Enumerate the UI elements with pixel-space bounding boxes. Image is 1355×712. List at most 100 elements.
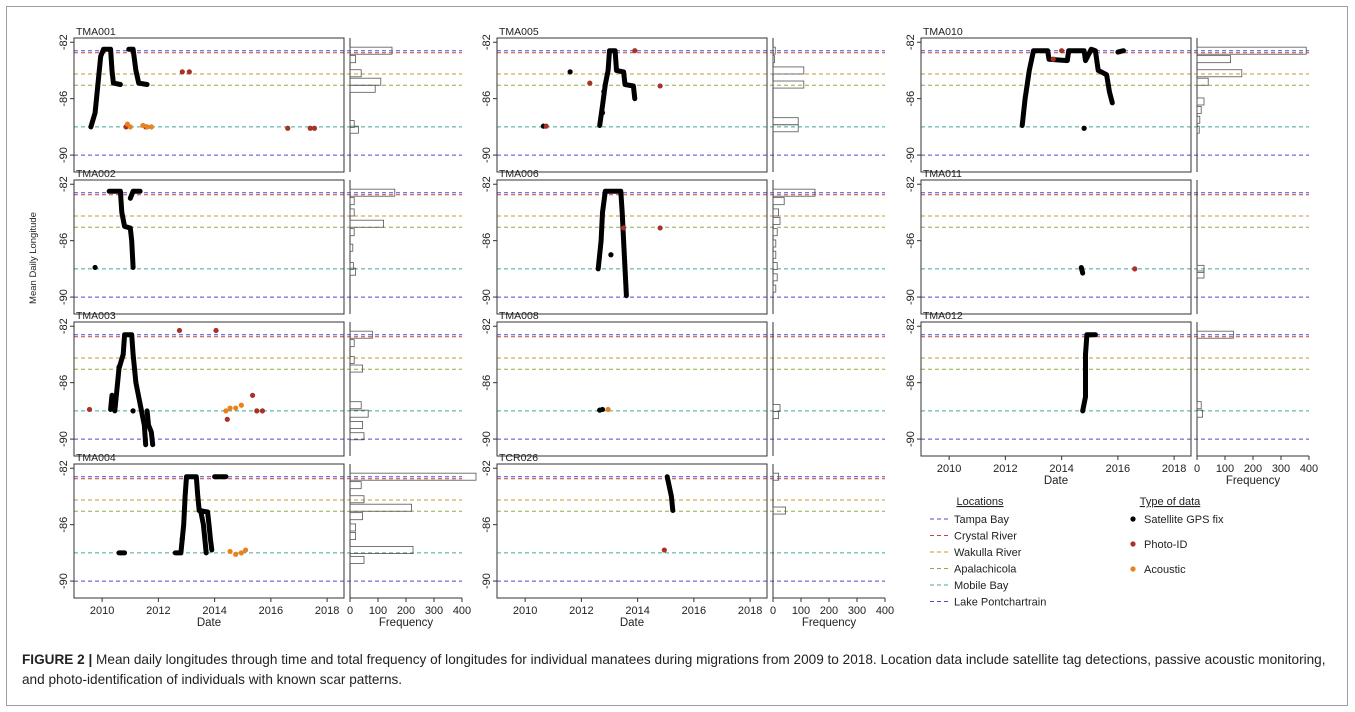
hist-bar bbox=[349, 125, 359, 134]
gps-point bbox=[1081, 125, 1087, 131]
plot-frame bbox=[496, 463, 768, 599]
hist-bar bbox=[772, 197, 785, 206]
panel-tma003: TMA003 -82 -86 -90 bbox=[58, 310, 462, 457]
gps-track bbox=[144, 408, 156, 448]
panel-title: TMA005 bbox=[499, 26, 539, 38]
hist-bar bbox=[1196, 409, 1203, 418]
hist-tick-label: 300 bbox=[1272, 463, 1290, 475]
hist-bar bbox=[1196, 401, 1202, 410]
hist-bar bbox=[1196, 115, 1201, 124]
gps-track bbox=[106, 188, 136, 270]
hist-bar bbox=[349, 432, 365, 441]
hist-tick-label: 0 bbox=[1194, 463, 1200, 475]
figure-plot: TMA001 -82 -86 -90 TMA005 -82 -86 -90 TMA010 -82 -… bbox=[28, 26, 1318, 629]
hist-bar bbox=[349, 267, 356, 276]
hist-bar bbox=[349, 77, 382, 86]
hist-bar bbox=[349, 228, 355, 237]
gps-track bbox=[1078, 265, 1086, 276]
x-axis-label: Date bbox=[197, 617, 221, 629]
hist-bar bbox=[349, 55, 356, 64]
y-axis-label: Mean Daily Longitude bbox=[28, 212, 39, 304]
acoustic-point bbox=[605, 406, 611, 413]
panel-tma005: TMA005 -82 -86 -90 bbox=[481, 26, 885, 173]
panel-title: TMA002 bbox=[76, 168, 116, 180]
x-tick-label: 2018 bbox=[738, 605, 762, 617]
x-tick-label: 2012 bbox=[146, 605, 170, 617]
legend-datatype-label: Photo-ID bbox=[1144, 539, 1187, 551]
hist-bar bbox=[772, 273, 778, 282]
hist-bar bbox=[772, 66, 805, 75]
legend-location-label: Wakulla River bbox=[954, 547, 1022, 559]
photo-id-point bbox=[254, 408, 260, 414]
figure-label: FIGURE 2 | bbox=[22, 652, 93, 667]
hist-bar bbox=[772, 80, 805, 89]
acoustic-point bbox=[233, 405, 239, 411]
acoustic-point bbox=[233, 551, 239, 557]
photo-id-point bbox=[311, 125, 318, 131]
photo-id-point bbox=[1132, 266, 1138, 272]
hist-bar bbox=[772, 55, 775, 64]
x-axis-label: Date bbox=[620, 617, 644, 629]
legend-datatype-swatch bbox=[1130, 566, 1136, 572]
hist-bar bbox=[772, 228, 778, 237]
caption-text: Mean daily longitudes through time and t… bbox=[22, 652, 1326, 687]
y-tick-label: -90 bbox=[481, 147, 493, 163]
hist-bar bbox=[349, 409, 369, 418]
y-tick-label: -86 bbox=[905, 233, 917, 249]
gps-point bbox=[130, 408, 136, 414]
legend-location-label: Apalachicola bbox=[954, 564, 1017, 576]
y-tick-label: -90 bbox=[905, 289, 917, 305]
hist-bar bbox=[349, 532, 356, 540]
plot-frame bbox=[73, 179, 345, 315]
y-tick-label: -90 bbox=[905, 431, 917, 447]
legend-location-label: Tampa Bay bbox=[954, 514, 1010, 526]
plot-frame bbox=[920, 37, 1192, 173]
hist-tick-label: 100 bbox=[1216, 463, 1234, 475]
y-tick-label: -86 bbox=[905, 375, 917, 391]
hist-bar bbox=[349, 546, 414, 554]
y-tick-label: -86 bbox=[58, 375, 70, 391]
photo-id-point bbox=[86, 406, 93, 413]
acoustic-point bbox=[127, 124, 133, 130]
gps-point bbox=[601, 89, 607, 95]
hist-bar bbox=[772, 411, 779, 420]
legend-locations-title: Locations bbox=[956, 496, 1004, 508]
plot-frame bbox=[496, 37, 768, 173]
gps-track bbox=[127, 188, 143, 201]
y-tick-label: -90 bbox=[58, 431, 70, 447]
gps-track bbox=[1080, 332, 1098, 414]
legend-datatype-swatch bbox=[1130, 516, 1136, 522]
hist-bar bbox=[349, 472, 477, 481]
hist-bar bbox=[349, 219, 384, 228]
legend-location-label: Crystal River bbox=[954, 531, 1017, 543]
hist-tick-label: 400 bbox=[876, 605, 894, 617]
gps-track bbox=[1019, 46, 1115, 128]
x-tick-label: 2014 bbox=[202, 605, 226, 617]
hist-tick-label: 100 bbox=[792, 605, 810, 617]
panel-title: TMA008 bbox=[499, 310, 539, 322]
x-tick-label: 2012 bbox=[569, 605, 593, 617]
photo-id-point bbox=[632, 48, 638, 54]
hist-tick-label: 200 bbox=[820, 605, 838, 617]
y-tick-label: -86 bbox=[481, 517, 493, 533]
hist-bar bbox=[349, 46, 393, 55]
x-tick-label: 2016 bbox=[259, 605, 283, 617]
hist-bar bbox=[772, 46, 776, 55]
hist-bar bbox=[1196, 125, 1200, 134]
panel-title: TMA004 bbox=[76, 452, 116, 464]
y-tick-label: -86 bbox=[58, 233, 70, 249]
hist-bar bbox=[772, 284, 777, 293]
acoustic-point bbox=[227, 405, 233, 411]
photo-id-point bbox=[587, 80, 593, 86]
hist-bar bbox=[349, 523, 356, 532]
photo-id-point bbox=[176, 327, 183, 334]
hist-bar bbox=[772, 262, 778, 270]
hist-bar bbox=[1196, 270, 1205, 279]
hist-tick-label: 400 bbox=[453, 605, 471, 617]
acoustic-point bbox=[238, 402, 244, 408]
gps-point bbox=[599, 406, 606, 413]
y-tick-label: -86 bbox=[58, 517, 70, 533]
y-tick-label: -90 bbox=[481, 431, 493, 447]
panel-tma012: TMA012 -82 -86 -90 2010 2012 2014 2016 2018 Date 0… bbox=[905, 310, 1318, 487]
gps-track bbox=[595, 188, 629, 299]
